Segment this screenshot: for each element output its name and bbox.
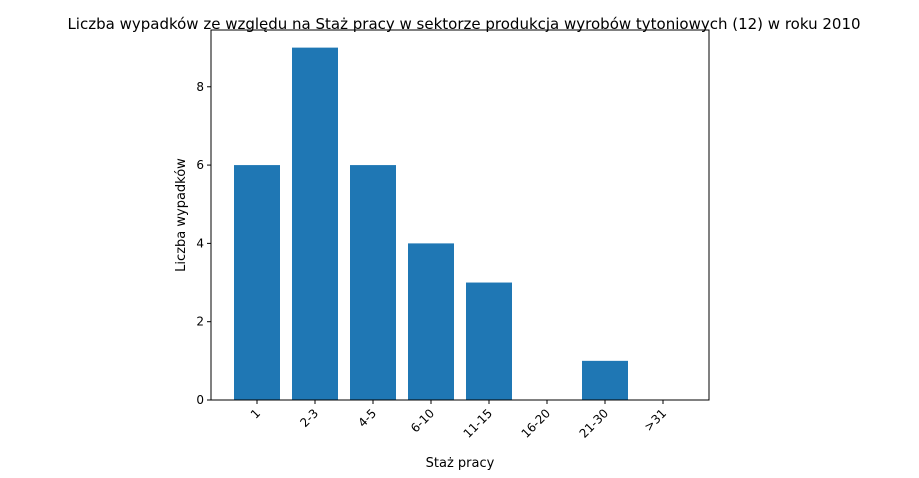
bars-group	[234, 47, 628, 400]
bar-21-30	[582, 360, 628, 400]
chart-title: Liczba wypadków ze względu na Staż pracy…	[67, 15, 860, 33]
bar-11-15	[466, 282, 512, 400]
x-tick-label: 11-15	[461, 406, 496, 441]
y-tick-label: 6	[196, 158, 204, 172]
bar-4-5	[350, 165, 396, 400]
y-tick-label: 4	[196, 236, 204, 250]
bar-2-3	[292, 47, 338, 400]
plot-frame	[210, 29, 710, 401]
x-axis-label: Staż pracy	[426, 456, 495, 471]
x-tick-label: 6-10	[408, 406, 437, 435]
bar-6-10	[408, 243, 454, 400]
x-axis: 1 2-3 4-5 6-10 11-15 16-20 21-30 >31	[248, 400, 669, 441]
y-axis: 0 2 4 6 8	[196, 80, 211, 407]
y-tick-label: 8	[196, 80, 204, 94]
y-tick-label: 0	[196, 393, 204, 407]
x-tick-label: 4-5	[355, 406, 379, 430]
x-tick-label: 2-3	[297, 406, 321, 430]
x-tick-label: 1	[248, 406, 263, 421]
x-tick-label: 21-30	[577, 406, 612, 441]
y-axis-label: Liczba wypadków	[174, 158, 189, 272]
y-tick-label: 2	[196, 315, 204, 329]
bar-1	[234, 165, 280, 400]
x-tick-label: 16-20	[519, 406, 554, 441]
x-tick-label: >31	[641, 406, 669, 434]
